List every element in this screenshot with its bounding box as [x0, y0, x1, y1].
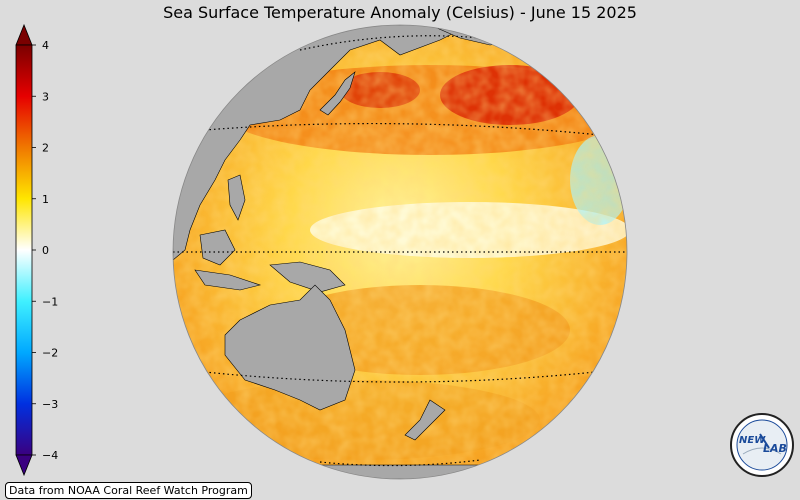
colorbar-tick-label: 0: [42, 244, 49, 257]
colorbar-tick-label: −4: [42, 449, 58, 462]
colorbar-tick-label: −3: [42, 398, 58, 411]
colorbar-tick-label: 3: [42, 90, 49, 103]
lat-line-south-30: [204, 371, 596, 383]
logo-text-right: LAB: [763, 442, 787, 455]
lat-line-south-60: [319, 459, 481, 467]
indonesia: [194, 269, 262, 291]
japan: [319, 71, 356, 116]
colorbar-tick-label: −2: [42, 347, 58, 360]
lat-line-north-30: [204, 122, 601, 136]
colorbar-tick-label: −1: [42, 295, 58, 308]
map-title: Sea Surface Temperature Anomaly (Celsius…: [163, 3, 637, 22]
philippines: [227, 174, 246, 221]
globe-outline: [172, 24, 628, 480]
new-zealand: [404, 399, 446, 441]
colorbar-tick-label: 2: [42, 142, 49, 155]
colorbar-tick-label: 4: [42, 39, 49, 52]
new-guinea: [269, 261, 346, 293]
logo-text-left: NEW: [739, 435, 766, 446]
colorbar-tick-label: 1: [42, 193, 49, 206]
borneo: [199, 229, 236, 266]
data-credit: Data from NOAA Coral Reef Watch Program: [5, 482, 252, 499]
australia: [224, 284, 356, 411]
colorbar-bottom-arrow: [15, 454, 33, 477]
colorbar: 4 3 2 1 0 −1 −2 −3 −4: [15, 23, 58, 477]
newlab-logo: NEW LAB: [730, 413, 794, 477]
